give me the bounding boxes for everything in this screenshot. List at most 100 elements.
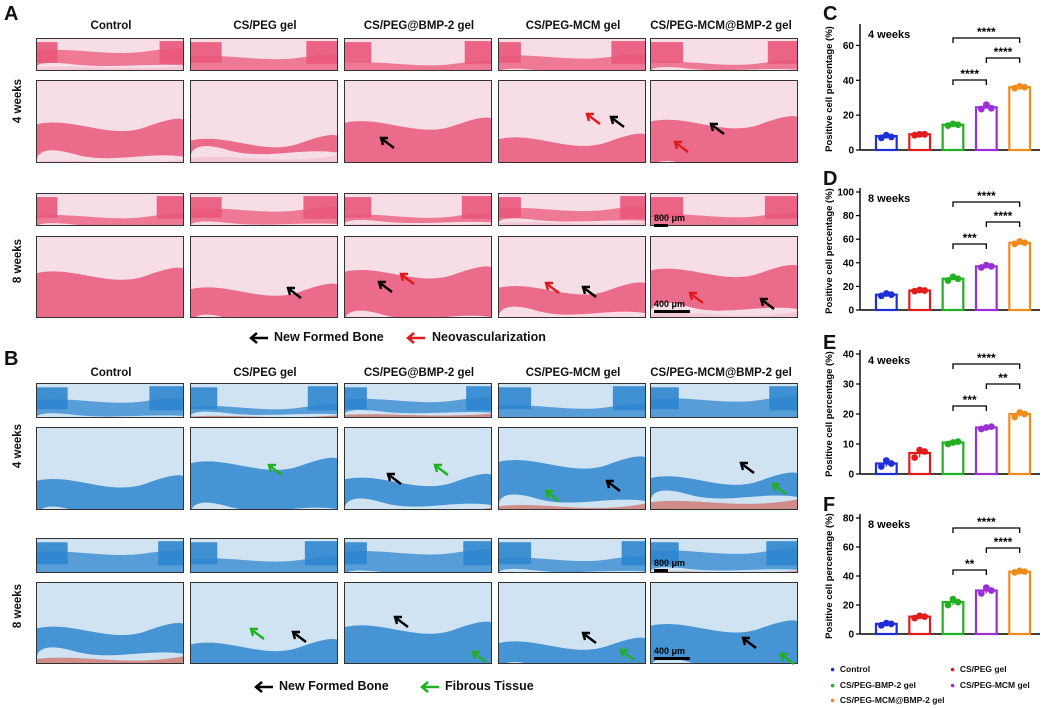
bar-4 <box>974 426 998 476</box>
legend-item-mcmbmp: ● CS/PEG-MCM@BMP-2 gel <box>830 695 945 705</box>
significance-bracket <box>985 383 1021 389</box>
col-header-control-b: Control <box>90 367 132 379</box>
he-tile-r1-c3 <box>344 38 492 71</box>
data-point <box>987 262 995 270</box>
panel-label-f: F <box>823 494 836 516</box>
data-point <box>987 104 995 112</box>
scale-bar-label: 800 μm <box>654 558 686 568</box>
he-tile-r2-c2 <box>190 80 338 163</box>
data-point <box>911 454 919 461</box>
masson-tile-r2-c1 <box>36 427 184 510</box>
y-tick-label: 30 <box>843 380 855 391</box>
masson-tile-r3-c4 <box>498 538 646 573</box>
legend-new-bone-b: New Formed Bone <box>279 679 389 693</box>
data-point <box>877 134 885 142</box>
data-point <box>1016 82 1024 90</box>
data-point <box>1016 567 1024 575</box>
col-header-mcmbmp-b: CS/PEG-MCM@BMP-2 gel <box>650 367 792 379</box>
black-arrow-icon <box>739 461 755 474</box>
black-arrow-icon <box>291 630 307 643</box>
y-tick-label: 0 <box>848 306 854 317</box>
significance-label: **** <box>960 67 979 81</box>
data-point <box>944 277 952 284</box>
he-tile-r3-c4 <box>498 193 646 226</box>
scale-bar-line <box>654 310 690 313</box>
data-point <box>1021 568 1029 576</box>
scale-bar-line <box>654 224 668 227</box>
y-tick-label: 60 <box>843 235 855 246</box>
legend-label: CS/PEG-MCM gel <box>959 680 1030 690</box>
panel-label-e: E <box>823 332 837 354</box>
bar-4 <box>974 589 998 636</box>
green-arrow-icon <box>471 650 487 663</box>
panel-label-a: A <box>4 3 19 25</box>
data-point <box>954 598 962 606</box>
green-arrow-icon <box>544 489 560 502</box>
scale-bar-line <box>654 569 668 572</box>
he-tile-r4-c1 <box>36 236 184 318</box>
masson-tile-r1-c3 <box>344 383 492 418</box>
masson-tile-r3-c5 <box>650 538 798 573</box>
chart-title: 8 weeks <box>868 519 910 531</box>
row-label-4w-a: 4 weeks <box>12 78 24 124</box>
scale-bar-line <box>654 657 690 660</box>
scale-bar-label: 800 μm <box>654 213 686 223</box>
red-arrow-icon <box>399 272 415 285</box>
col-header-bmp-b: CS/PEG@BMP-2 gel <box>363 367 475 379</box>
legend-item-control: ● Control <box>830 664 871 674</box>
data-point <box>911 131 919 139</box>
y-tick-label: 0 <box>848 630 854 641</box>
bar-3 <box>941 123 965 152</box>
bar-5 <box>1008 570 1032 636</box>
y-tick-label: 100 <box>837 188 854 199</box>
he-tile-r3-c3 <box>344 193 492 226</box>
significance-label: **** <box>994 45 1013 59</box>
data-point <box>982 101 990 109</box>
chart-d: Positive cell percentage (%) 0 20 40 60 80 100… <box>824 188 1040 317</box>
significance-bracket <box>985 547 1021 553</box>
y-axis-label: Positive cell percentage (%) <box>824 188 835 314</box>
chart-e: Positive cell percentage (%) 0 10 20 30 40 4 w… <box>824 350 1040 481</box>
scale-bar-800-b: 800 μm <box>654 558 685 572</box>
significance-label: *** <box>963 231 977 245</box>
data-point <box>949 120 957 128</box>
bar-5 <box>1008 412 1032 476</box>
significance-label: ** <box>965 557 975 571</box>
chart-legend: ● Control ● CS/PEG gel ● CS/PEG-BMP-2 ge… <box>826 660 1052 708</box>
black-arrow-icon <box>386 472 402 485</box>
data-point <box>921 613 929 620</box>
chart-title: 8 weeks <box>868 193 910 205</box>
panel-label-d: D <box>823 168 838 190</box>
he-tile-r1-c2 <box>190 38 338 71</box>
green-arrow-icon <box>619 648 635 661</box>
significance-bracket <box>985 57 1021 63</box>
data-point <box>921 448 929 455</box>
data-point <box>921 130 929 138</box>
y-tick-label: 20 <box>843 601 855 612</box>
y-tick-label: 80 <box>843 211 855 222</box>
significance-bracket <box>952 37 1021 43</box>
black-arrow-icon <box>741 636 757 649</box>
bar-4 <box>974 265 998 312</box>
row-label-4w-b: 4 weeks <box>12 423 24 469</box>
masson-tile-r1-c4 <box>498 383 646 418</box>
masson-tile-r1-c2 <box>190 383 338 418</box>
red-arrow-icon <box>585 112 601 125</box>
black-arrow-icon <box>609 115 625 128</box>
significance-bracket <box>952 569 987 575</box>
y-tick-label: 40 <box>843 76 855 87</box>
significance-label: **** <box>977 351 996 365</box>
data-point <box>921 287 929 294</box>
scale-bar-label: 400 μm <box>654 646 686 656</box>
masson-tile-r4-c1 <box>36 582 184 664</box>
col-header-mcmbmp-a: CS/PEG-MCM@BMP-2 gel <box>650 20 792 32</box>
significance-bracket <box>952 201 1021 207</box>
masson-tile-r4-c5 <box>650 582 798 664</box>
black-arrow-icon <box>709 122 725 135</box>
col-header-mcm-b: CS/PEG-MCM gel <box>525 367 621 379</box>
legend-label: CS/PEG-BMP-2 gel <box>839 680 916 690</box>
bar-4 <box>974 106 998 152</box>
data-point <box>916 130 924 138</box>
he-tile-r2-c1 <box>36 80 184 163</box>
black-arrow-icon <box>581 631 597 644</box>
